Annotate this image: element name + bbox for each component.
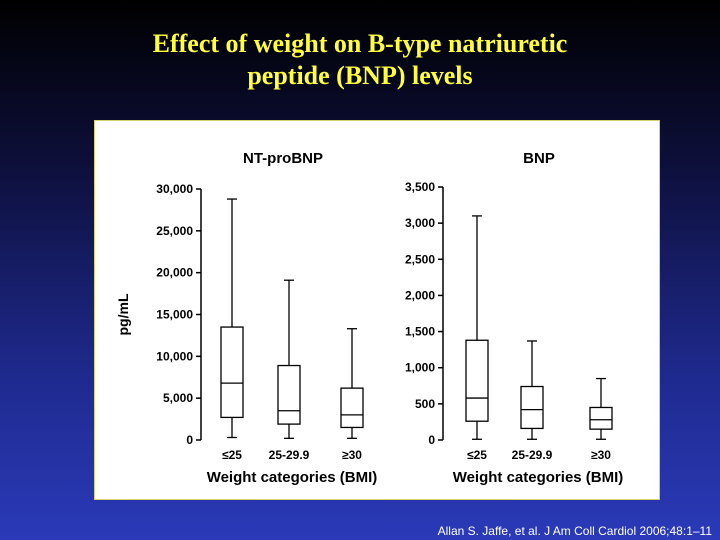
citation: Allan S. Jaffe, et al. J Am Coll Cardiol… (437, 524, 712, 538)
bnp-x-tick-label: 25-29.9 (512, 448, 553, 462)
ntprobnp-x-tick-label: ≤25 (222, 448, 242, 462)
ntprobnp-y-tick-label: 15,000 (156, 308, 193, 322)
ntprobnp-y-tick-label: 5,000 (163, 391, 193, 405)
bnp-x-tick-label: ≥30 (591, 448, 611, 462)
ntprobnp-y-tick-label: 20,000 (156, 266, 193, 280)
bnp-y-tick-label: 3,000 (405, 216, 435, 230)
slide-title: Effect of weight on B-type natriuretic p… (0, 28, 720, 92)
ntprobnp-y-tick-label: 10,000 (156, 349, 193, 363)
chart-panel: NT-proBNP 0 5,000 10,000 15,000 20,000 25,000 3… (94, 120, 660, 500)
bnp-y-tick-label: 1,500 (405, 325, 435, 339)
title-line-1: Effect of weight on B-type natriuretic (152, 29, 568, 58)
ntprobnp-box (340, 387, 364, 429)
ntprobnp-y-tick-label: 25,000 (156, 224, 193, 238)
bnp-box (589, 406, 613, 430)
ntprobnp-y-tick-label: 30,000 (156, 182, 193, 196)
ntprobnp-chart-title: NT-proBNP (243, 150, 323, 167)
bnp-y-tick-label: 3,500 (405, 180, 435, 194)
ntprobnp-y-axis-label: pg/mL (115, 293, 131, 335)
bnp-y-tick-label: 1,000 (405, 361, 435, 375)
bnp-x-axis-label: Weight categories (BMI) (453, 469, 624, 486)
bnp-x-tick-label: ≤25 (467, 448, 487, 462)
title-line-2: peptide (BNP) levels (247, 61, 473, 90)
ntprobnp-y-tick-label: 0 (186, 433, 193, 447)
ntprobnp-x-axis-label: Weight categories (BMI) (207, 469, 378, 486)
bnp-y-tick-label: 2,000 (405, 288, 435, 302)
box-plot-charts: NT-proBNP 0 5,000 10,000 15,000 20,000 25,000 3… (115, 150, 624, 486)
ntprobnp-x-tick-label: ≥30 (342, 448, 362, 462)
bnp-y-tick-label: 2,500 (405, 252, 435, 266)
bnp-box (520, 385, 544, 430)
bnp-y-tick-label: 0 (428, 433, 435, 447)
bnp-box (465, 339, 489, 422)
bnp-y-tick-label: 500 (415, 397, 435, 411)
ntprobnp-box (277, 364, 301, 425)
bnp-chart-title: BNP (523, 150, 555, 167)
ntprobnp-x-tick-label: 25-29.9 (269, 448, 310, 462)
ntprobnp-box (220, 326, 244, 419)
